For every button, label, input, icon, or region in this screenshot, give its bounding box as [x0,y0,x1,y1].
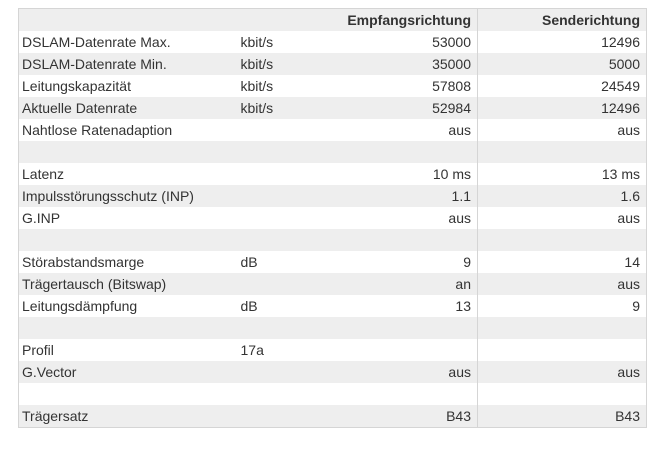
cell-unit [241,229,309,251]
table-row: DSLAM-Datenrate Min. kbit/s 35000 5000 [18,53,647,75]
table-row: Nahtlose Ratenadaption aus aus [19,119,647,141]
cell-unit: kbit/s [240,100,274,116]
cell-label [19,141,241,163]
cell-empfangsrichtung: 13 [455,298,471,314]
cell-empfangsrichtung: 35000 [432,56,471,72]
cell-label: G.INP [22,210,61,226]
cell-unit: kbit/s [240,78,274,94]
cell-unit: 17a [240,342,264,358]
cell-label [19,383,241,405]
cell-empfangsrichtung: 53000 [432,34,471,50]
cell-unit [241,273,309,295]
table-row: Aktuelle Datenrate kbit/s 52984 12496 [18,97,647,119]
cell-senderichtung: 24549 [477,75,647,97]
cell-label: G.Vector [22,364,77,380]
cell-senderichtung: 9 [477,295,647,317]
cell-senderichtung [477,141,647,163]
table-row: Latenz 10 ms 13 ms [19,163,647,185]
cell-empfangsrichtung: aus [448,122,471,138]
cell-empfangsrichtung: aus [448,364,471,380]
table-row [18,229,647,251]
cell-empfangsrichtung: 1.1 [451,188,471,204]
cell-empfangsrichtung [309,317,478,339]
cell-senderichtung: aus [477,361,647,383]
cell-senderichtung [477,317,647,339]
table-row [18,141,647,163]
col-header-empfangsrichtung: Empfangsrichtung [347,12,471,28]
cell-senderichtung: 1.6 [477,185,647,207]
cell-empfangsrichtung: 10 ms [432,166,471,182]
table-row: Störabstandsmarge dB 9 14 [19,251,647,273]
cell-label: Leitungskapazität [22,78,131,94]
dsl-table-body: DSLAM-Datenrate Max. kbit/s 53000 12496 DSLA… [18,31,647,428]
cell-unit [241,141,309,163]
cell-label: Störabstandsmarge [22,254,145,270]
cell-senderichtung: 12496 [477,31,647,53]
cell-label [19,317,241,339]
cell-unit: kbit/s [240,34,274,50]
cell-label: Profil [22,342,54,358]
table-row: Trägersatz B43 B43 [18,405,647,428]
cell-senderichtung [477,229,647,251]
cell-label: Trägertausch (Bitswap) [22,276,167,292]
cell-empfangsrichtung: 9 [463,254,471,270]
dsl-info-table: Empfangsrichtung Senderichtung DSLAM-Dat… [18,8,647,428]
cell-label: Latenz [22,166,65,182]
cell-empfangsrichtung: 52984 [432,100,471,116]
cell-senderichtung: 13 ms [477,163,647,185]
cell-empfangsrichtung: aus [448,210,471,226]
cell-label: Leitungsdämpfung [22,298,138,314]
cell-unit [241,361,309,383]
table-row: G.INP aus aus [19,207,647,229]
cell-unit [241,405,309,428]
cell-senderichtung: aus [477,119,647,141]
table-row: Leitungsdämpfung dB 13 9 [19,295,647,317]
cell-label: DSLAM-Datenrate Min. [22,56,167,72]
cell-senderichtung: 14 [477,251,647,273]
cell-empfangsrichtung [309,383,478,405]
cell-empfangsrichtung: B43 [446,408,471,424]
cell-senderichtung: 5000 [477,53,647,75]
cell-label: Trägersatz [22,408,89,424]
cell-senderichtung [477,383,647,405]
cell-empfangsrichtung: an [455,276,471,292]
cell-label: DSLAM-Datenrate Max. [22,34,171,50]
col-header-label [19,9,241,32]
cell-label: Nahtlose Ratenadaption [22,122,173,138]
cell-unit [241,163,309,185]
cell-label: Impulsstörungsschutz (INP) [22,188,194,204]
cell-unit [241,383,309,405]
cell-empfangsrichtung [309,229,478,251]
table-row: Impulsstörungsschutz (INP) 1.1 1.6 [18,185,647,207]
table-row: G.Vector aus aus [18,361,647,383]
cell-unit [241,119,309,141]
col-header-unit [241,9,309,32]
cell-unit: kbit/s [240,56,274,72]
table-row [19,383,647,405]
table-row: Profil 17a [19,339,647,361]
cell-senderichtung: aus [477,273,647,295]
col-header-senderichtung: Senderichtung [477,8,647,31]
cell-unit: dB [240,298,258,314]
table-header-row: Empfangsrichtung Senderichtung [18,8,647,32]
table-row: Leitungskapazität kbit/s 57808 24549 [19,75,647,97]
cell-unit [241,185,309,207]
cell-senderichtung: 12496 [477,97,647,119]
cell-senderichtung: B43 [477,405,647,428]
cell-empfangsrichtung: 57808 [432,78,471,94]
cell-unit [241,207,309,229]
cell-label: Aktuelle Datenrate [22,100,138,116]
cell-empfangsrichtung [309,141,478,163]
cell-unit [241,317,309,339]
cell-unit: dB [240,254,258,270]
cell-senderichtung [477,339,647,361]
table-row: Trägertausch (Bitswap) an aus [18,273,647,295]
table-row: DSLAM-Datenrate Max. kbit/s 53000 12496 [19,31,647,53]
table-row [18,317,647,339]
cell-senderichtung: aus [477,207,647,229]
cell-empfangsrichtung [309,339,478,361]
cell-label [19,229,241,251]
